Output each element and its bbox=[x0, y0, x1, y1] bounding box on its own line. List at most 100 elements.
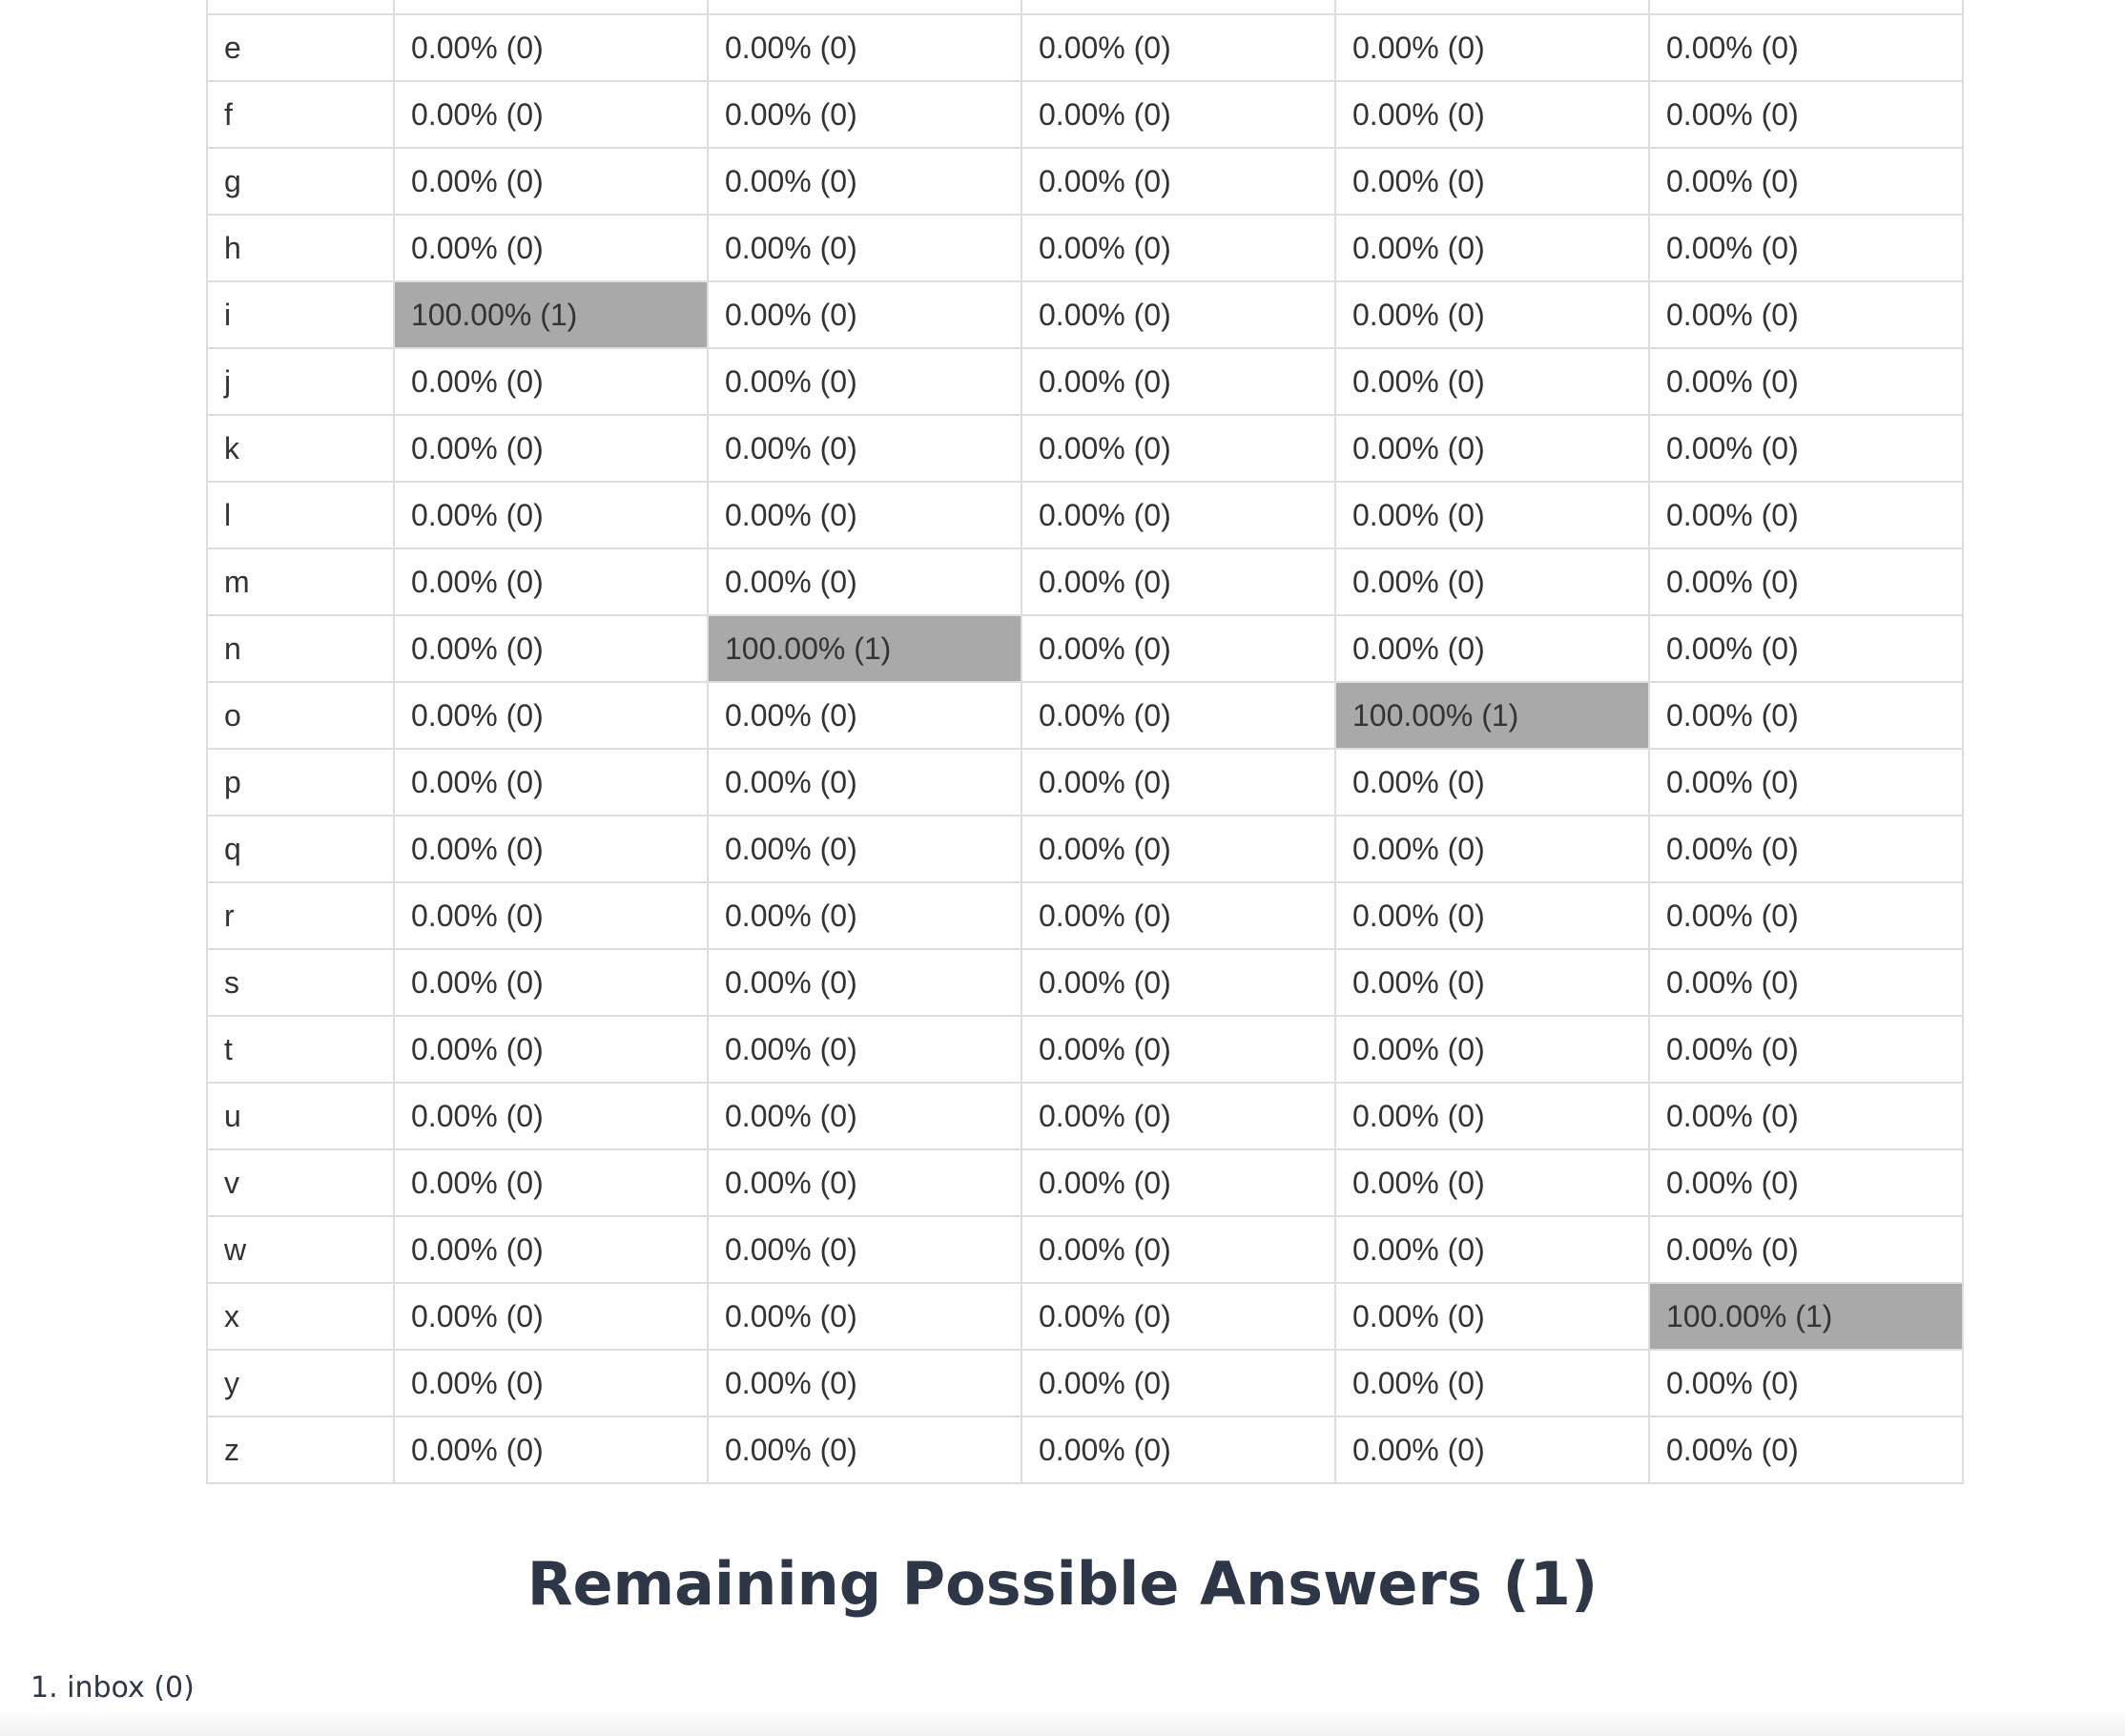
position-frequency-cell: 0.00% (0) bbox=[393, 1015, 709, 1084]
position-frequency-cell: 0.00% (0) bbox=[1334, 80, 1650, 149]
position-frequency-cell: 0.00% (0) bbox=[1021, 1215, 1336, 1284]
table-row: t 0.00% (0) 0.00% (0) 0.00% (0) 0.00% (0) 0.0… bbox=[206, 1015, 1964, 1084]
position-frequency-cell: 0.00% (0) bbox=[1334, 280, 1650, 349]
position-frequency-cell: 0.00% (0) bbox=[393, 1416, 709, 1484]
position-frequency-cell: 0.00% (0) bbox=[1648, 815, 1964, 883]
position-frequency-cell: 0.00% (0) bbox=[1334, 147, 1650, 216]
position-frequency-cell: 0.00% (0) bbox=[393, 881, 709, 950]
position-frequency-cell: 0.00% (0) bbox=[707, 815, 1022, 883]
position-frequency-cell: 0.00% (0) bbox=[1648, 280, 1964, 349]
letter-cell: l bbox=[206, 481, 395, 549]
position-frequency-cell: 0.00% (0) bbox=[1021, 748, 1336, 816]
position-frequency-cell: 0.00% (0) bbox=[393, 681, 709, 750]
position-frequency-cell: 0.00% (0) bbox=[1334, 414, 1650, 483]
position-frequency-cell: 0.00% (0) bbox=[1648, 548, 1964, 616]
position-frequency-cell: 0.00% (0) bbox=[707, 748, 1022, 816]
position-frequency-cell: 0.00% (0) bbox=[707, 1282, 1022, 1351]
position-frequency-cell: 0.00% (0) bbox=[1021, 1282, 1336, 1351]
position-frequency-cell: 0.00% (0) bbox=[707, 548, 1022, 616]
position-frequency-cell: 0.00% (0) bbox=[1648, 948, 1964, 1017]
letter-cell: t bbox=[206, 1015, 395, 1084]
position-frequency-cell: 0.00% (0) bbox=[1334, 881, 1650, 950]
position-frequency-cell: 0.00% (0) bbox=[1648, 147, 1964, 216]
position-frequency-cell bbox=[1021, 0, 1336, 15]
table-row: v 0.00% (0) 0.00% (0) 0.00% (0) 0.00% (0) 0.0… bbox=[206, 1148, 1964, 1217]
table-row: n 0.00% (0) 100.00% (1) 0.00% (0) 0.00% (0) 0… bbox=[206, 614, 1964, 683]
position-frequency-cell: 0.00% (0) bbox=[1334, 1082, 1650, 1150]
position-frequency-cell: 0.00% (0) bbox=[1648, 80, 1964, 149]
letter-cell: m bbox=[206, 548, 395, 616]
letter-cell: q bbox=[206, 815, 395, 883]
position-frequency-cell: 0.00% (0) bbox=[1021, 481, 1336, 549]
position-frequency-cell: 0.00% (0) bbox=[393, 481, 709, 549]
position-frequency-cell: 0.00% (0) bbox=[707, 80, 1022, 149]
table-row: i 100.00% (1) 0.00% (0) 0.00% (0) 0.00% (0) 0… bbox=[206, 280, 1964, 349]
position-frequency-cell: 0.00% (0) bbox=[393, 80, 709, 149]
table-row: k 0.00% (0) 0.00% (0) 0.00% (0) 0.00% (0) 0.0… bbox=[206, 414, 1964, 483]
position-frequency-cell: 0.00% (0) bbox=[1334, 748, 1650, 816]
letter-cell: g bbox=[206, 147, 395, 216]
letter-cell bbox=[206, 0, 395, 15]
position-frequency-cell: 0.00% (0) bbox=[393, 1148, 709, 1217]
table-row: m 0.00% (0) 0.00% (0) 0.00% (0) 0.00% (0) 0.0… bbox=[206, 548, 1964, 616]
position-frequency-cell: 0.00% (0) bbox=[1648, 347, 1964, 416]
position-frequency-cell: 0.00% (0) bbox=[393, 1349, 709, 1417]
position-frequency-cell: 100.00% (1) bbox=[1648, 1282, 1964, 1351]
letter-cell: u bbox=[206, 1082, 395, 1150]
position-frequency-cell: 0.00% (0) bbox=[707, 1148, 1022, 1217]
position-frequency-cell: 0.00% (0) bbox=[707, 948, 1022, 1017]
position-frequency-cell: 0.00% (0) bbox=[393, 414, 709, 483]
position-frequency-cell: 0.00% (0) bbox=[393, 214, 709, 282]
position-frequency-cell: 0.00% (0) bbox=[1334, 1148, 1650, 1217]
position-frequency-cell: 0.00% (0) bbox=[1648, 481, 1964, 549]
letter-cell: p bbox=[206, 748, 395, 816]
position-frequency-cell: 0.00% (0) bbox=[393, 347, 709, 416]
position-frequency-cell: 0.00% (0) bbox=[1648, 214, 1964, 282]
position-frequency-cell: 0.00% (0) bbox=[707, 13, 1022, 82]
table-row: o 0.00% (0) 0.00% (0) 0.00% (0) 100.00% (1) 0… bbox=[206, 681, 1964, 750]
position-frequency-cell: 0.00% (0) bbox=[393, 548, 709, 616]
position-frequency-cell: 0.00% (0) bbox=[393, 147, 709, 216]
table-row: e 0.00% (0) 0.00% (0) 0.00% (0) 0.00% (0) 0.0… bbox=[206, 13, 1964, 82]
position-frequency-cell: 0.00% (0) bbox=[1021, 548, 1336, 616]
list-item: 1. inbox (0) bbox=[31, 1671, 195, 1705]
table-row: w 0.00% (0) 0.00% (0) 0.00% (0) 0.00% (0) 0.0… bbox=[206, 1215, 1964, 1284]
position-frequency-cell: 0.00% (0) bbox=[707, 1082, 1022, 1150]
position-frequency-cell: 0.00% (0) bbox=[1021, 881, 1336, 950]
letter-cell: z bbox=[206, 1416, 395, 1484]
position-frequency-cell: 100.00% (1) bbox=[393, 280, 709, 349]
position-frequency-cell: 0.00% (0) bbox=[1021, 948, 1336, 1017]
position-frequency-cell bbox=[1648, 0, 1964, 15]
table-row: q 0.00% (0) 0.00% (0) 0.00% (0) 0.00% (0) 0.0… bbox=[206, 815, 1964, 883]
table-row: g 0.00% (0) 0.00% (0) 0.00% (0) 0.00% (0) 0.0… bbox=[206, 147, 1964, 216]
position-frequency-cell: 0.00% (0) bbox=[1648, 748, 1964, 816]
page-bottom-edge bbox=[0, 1707, 2125, 1736]
position-frequency-cell: 0.00% (0) bbox=[707, 1416, 1022, 1484]
position-frequency-cell: 0.00% (0) bbox=[1648, 1416, 1964, 1484]
table-row: u 0.00% (0) 0.00% (0) 0.00% (0) 0.00% (0) 0.0… bbox=[206, 1082, 1964, 1150]
position-frequency-cell: 0.00% (0) bbox=[1334, 214, 1650, 282]
position-frequency-cell: 0.00% (0) bbox=[1021, 1082, 1336, 1150]
position-frequency-cell: 0.00% (0) bbox=[1021, 681, 1336, 750]
letter-cell: o bbox=[206, 681, 395, 750]
position-frequency-cell: 0.00% (0) bbox=[1021, 147, 1336, 216]
position-frequency-cell: 0.00% (0) bbox=[1334, 347, 1650, 416]
position-frequency-cell: 0.00% (0) bbox=[1334, 614, 1650, 683]
position-frequency-cell: 0.00% (0) bbox=[1648, 681, 1964, 750]
position-frequency-cell: 0.00% (0) bbox=[1334, 548, 1650, 616]
position-frequency-cell: 0.00% (0) bbox=[1021, 1416, 1336, 1484]
remaining-answers-list: 1. inbox (0) bbox=[31, 1671, 195, 1705]
letter-cell: f bbox=[206, 80, 395, 149]
remaining-answers-title: Remaining Possible Answers (1) bbox=[526, 1549, 1599, 1619]
table-row: f 0.00% (0) 0.00% (0) 0.00% (0) 0.00% (0) 0.0… bbox=[206, 80, 1964, 149]
letter-cell: i bbox=[206, 280, 395, 349]
table-row bbox=[206, 0, 1964, 15]
position-frequency-cell: 0.00% (0) bbox=[393, 815, 709, 883]
position-frequency-cell: 0.00% (0) bbox=[707, 681, 1022, 750]
table-row: p 0.00% (0) 0.00% (0) 0.00% (0) 0.00% (0) 0.0… bbox=[206, 748, 1964, 816]
position-frequency-cell: 0.00% (0) bbox=[707, 1349, 1022, 1417]
table-row: h 0.00% (0) 0.00% (0) 0.00% (0) 0.00% (0) 0.0… bbox=[206, 214, 1964, 282]
position-frequency-cell: 100.00% (1) bbox=[1334, 681, 1650, 750]
position-frequency-cell: 0.00% (0) bbox=[1334, 815, 1650, 883]
position-frequency-cell: 0.00% (0) bbox=[1334, 481, 1650, 549]
